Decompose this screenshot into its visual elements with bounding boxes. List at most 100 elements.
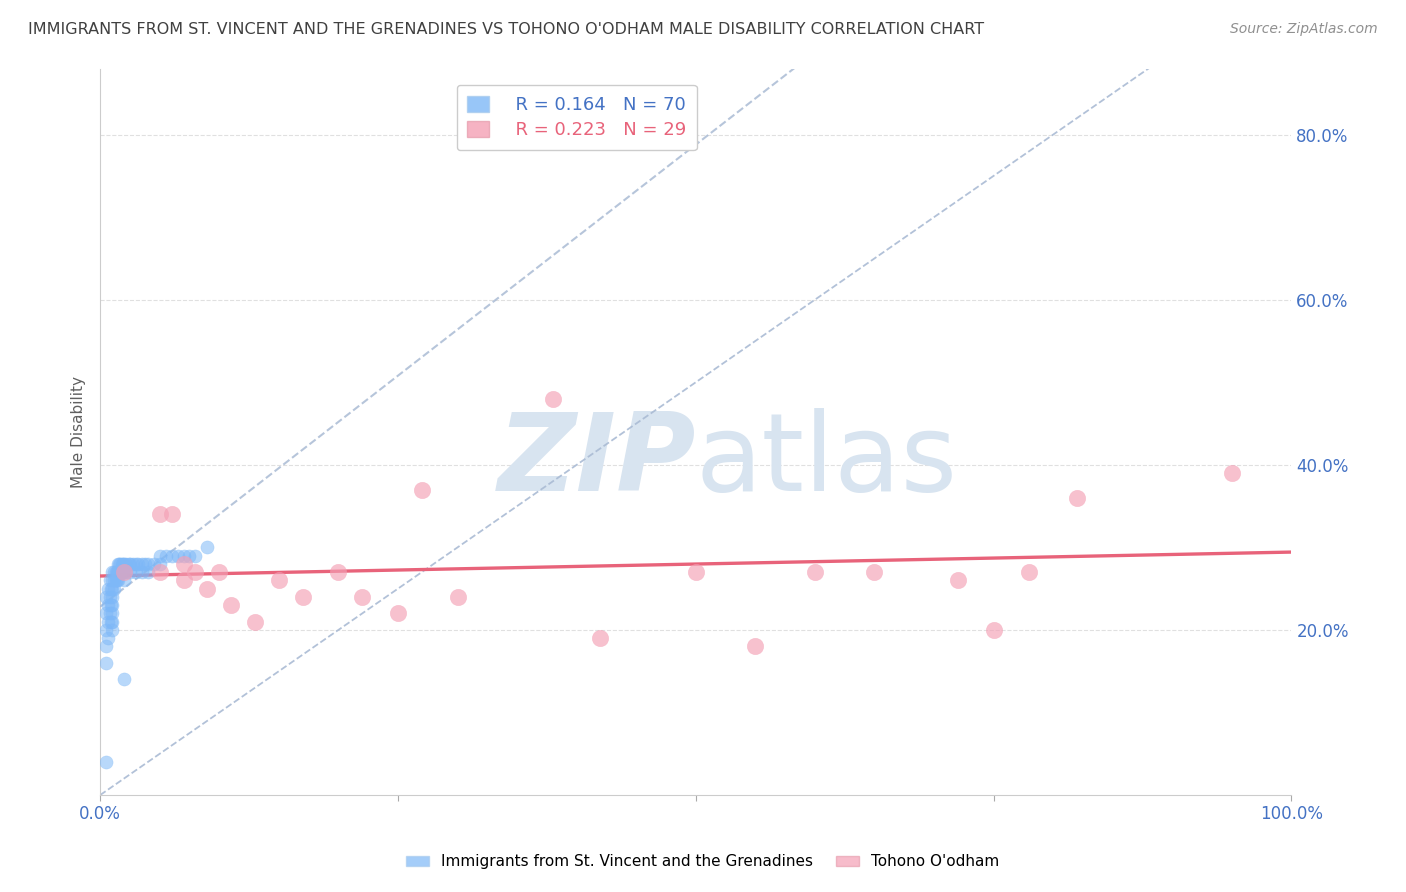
Point — [863, 565, 886, 579]
Point — [328, 565, 350, 579]
Point — [103, 574, 125, 588]
Point — [101, 623, 124, 637]
Point — [983, 623, 1005, 637]
Legend:   R = 0.164   N = 70,   R = 0.223   N = 29: R = 0.164 N = 70, R = 0.223 N = 29 — [457, 85, 697, 150]
Point — [94, 755, 117, 769]
Point — [97, 582, 120, 596]
Point — [104, 565, 127, 579]
Point — [94, 623, 117, 637]
Point — [103, 565, 125, 579]
Point — [97, 615, 120, 629]
Point — [118, 557, 141, 571]
Point — [101, 590, 124, 604]
Point — [136, 557, 159, 571]
Point — [387, 607, 409, 621]
Point — [97, 598, 120, 612]
Text: ZIP: ZIP — [498, 408, 696, 514]
Point — [100, 598, 122, 612]
Point — [160, 549, 183, 563]
Point — [589, 631, 612, 645]
Point — [1066, 491, 1088, 505]
Point — [94, 656, 117, 670]
Point — [155, 549, 177, 563]
Point — [149, 565, 172, 579]
Legend: Immigrants from St. Vincent and the Grenadines, Tohono O'odham: Immigrants from St. Vincent and the Gren… — [401, 848, 1005, 875]
Point — [243, 615, 266, 629]
Point — [131, 557, 153, 571]
Point — [219, 598, 242, 612]
Point — [115, 565, 138, 579]
Point — [173, 549, 195, 563]
Y-axis label: Male Disability: Male Disability — [72, 376, 86, 488]
Point — [108, 557, 131, 571]
Point — [946, 574, 969, 588]
Point — [744, 640, 766, 654]
Point — [101, 574, 124, 588]
Point — [1018, 565, 1040, 579]
Point — [352, 590, 374, 604]
Point — [107, 574, 129, 588]
Point — [149, 557, 172, 571]
Point — [104, 574, 127, 588]
Point — [105, 574, 128, 588]
Point — [108, 565, 131, 579]
Point — [101, 615, 124, 629]
Point — [112, 557, 135, 571]
Point — [94, 590, 117, 604]
Point — [118, 565, 141, 579]
Point — [173, 574, 195, 588]
Point — [131, 565, 153, 579]
Point — [107, 565, 129, 579]
Point — [105, 565, 128, 579]
Point — [110, 565, 132, 579]
Point — [94, 640, 117, 654]
Point — [98, 590, 121, 604]
Point — [111, 565, 134, 579]
Point — [184, 549, 207, 563]
Point — [107, 557, 129, 571]
Point — [100, 615, 122, 629]
Point — [136, 565, 159, 579]
Point — [98, 607, 121, 621]
Point — [110, 565, 132, 579]
Point — [179, 549, 201, 563]
Point — [411, 483, 433, 497]
Point — [110, 557, 132, 571]
Point — [166, 549, 188, 563]
Point — [184, 565, 207, 579]
Point — [101, 582, 124, 596]
Point — [112, 574, 135, 588]
Point — [100, 582, 122, 596]
Text: atlas: atlas — [696, 408, 957, 514]
Point — [142, 557, 165, 571]
Point — [112, 673, 135, 687]
Point — [160, 508, 183, 522]
Point — [446, 590, 468, 604]
Point — [804, 565, 827, 579]
Point — [195, 582, 218, 596]
Point — [125, 557, 148, 571]
Point — [112, 565, 135, 579]
Point — [101, 565, 124, 579]
Point — [97, 631, 120, 645]
Point — [115, 557, 138, 571]
Point — [291, 590, 314, 604]
Point — [127, 557, 149, 571]
Point — [101, 598, 124, 612]
Point — [111, 557, 134, 571]
Point — [1220, 466, 1243, 480]
Point — [125, 565, 148, 579]
Point — [267, 574, 290, 588]
Point — [112, 565, 135, 579]
Point — [98, 574, 121, 588]
Point — [685, 565, 707, 579]
Point — [118, 557, 141, 571]
Point — [173, 557, 195, 571]
Point — [110, 557, 132, 571]
Text: IMMIGRANTS FROM ST. VINCENT AND THE GRENADINES VS TOHONO O'ODHAM MALE DISABILITY: IMMIGRANTS FROM ST. VINCENT AND THE GREN… — [28, 22, 984, 37]
Point — [134, 557, 156, 571]
Point — [122, 557, 145, 571]
Point — [149, 508, 172, 522]
Point — [208, 565, 231, 579]
Point — [101, 607, 124, 621]
